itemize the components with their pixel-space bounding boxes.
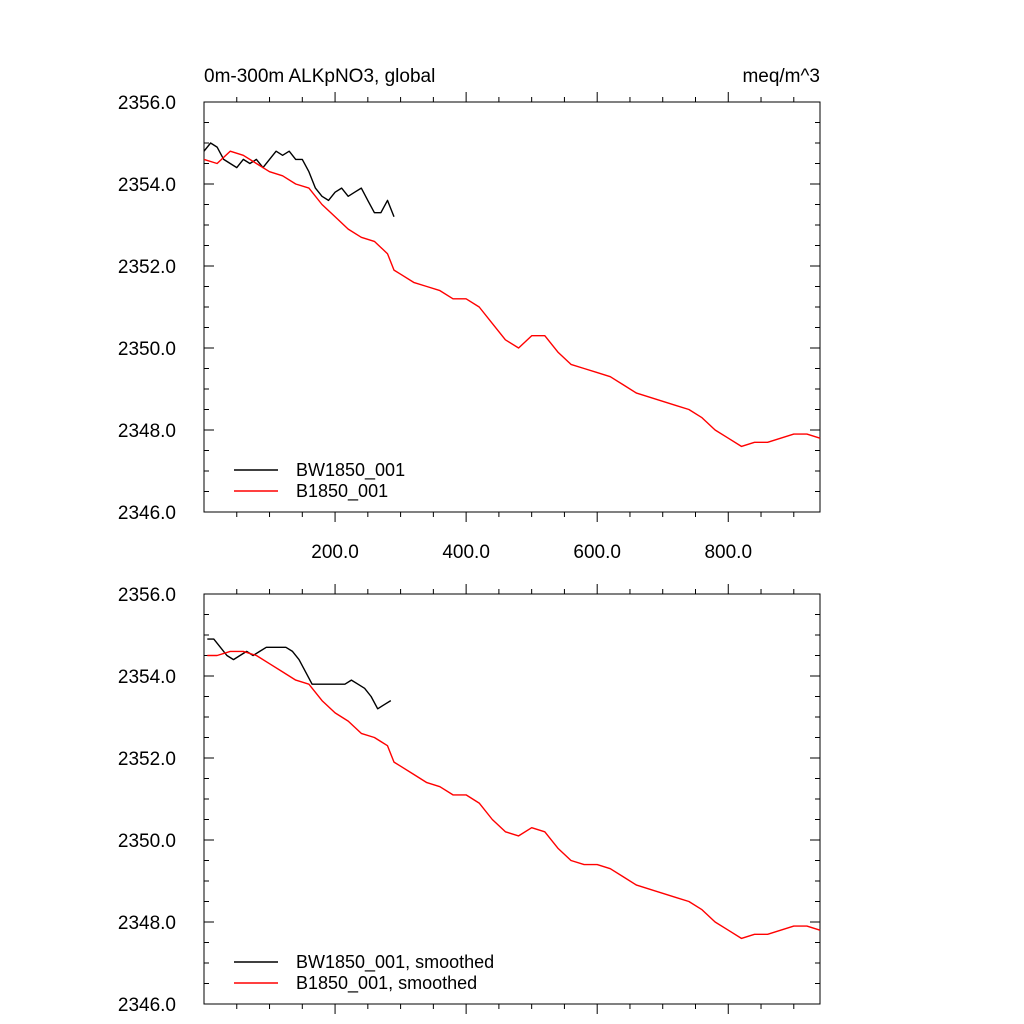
top-panel: 2346.0 2348.0 2350.0 2352.0 2354.0 2356.0 200.… (118, 92, 821, 563)
y-tick-label: 2346.0 (118, 995, 176, 1016)
legend-label: B1850_001, smoothed (296, 973, 477, 994)
x-tick-label: 400.0 (442, 542, 490, 563)
series-line-bw1850 (207, 638, 392, 710)
legend-label: BW1850_001 (296, 460, 405, 481)
y-tick-label: 2350.0 (118, 339, 176, 360)
x-tick-label: 200.0 (311, 542, 359, 563)
y-tick-label: 2356.0 (118, 93, 176, 114)
y-tick-label: 2352.0 (118, 749, 176, 770)
y-tick-label: 2346.0 (118, 503, 176, 524)
bottom-panel: 2346.0 2348.0 2350.0 2352.0 2354.0 2356.0 BW18… (118, 584, 821, 1016)
x-tick-label: 800.0 (704, 542, 752, 563)
plot-frame (203, 101, 821, 513)
legend-label: BW1850_001, smoothed (296, 952, 494, 973)
legend-label: B1850_001 (296, 481, 388, 502)
y-tick-label: 2348.0 (118, 421, 176, 442)
x-tick-label: 600.0 (573, 542, 621, 563)
y-tick-label: 2354.0 (118, 667, 176, 688)
units-label: meq/m^3 (742, 66, 820, 87)
series-line-bw1850 (203, 142, 395, 218)
y-tick-label: 2354.0 (118, 175, 176, 196)
series-line-b1850 (203, 150, 821, 448)
series-line-b1850 (207, 650, 821, 940)
chart-title: 0m-300m ALKpNO3, global (204, 66, 435, 87)
y-tick-label: 2352.0 (118, 257, 176, 278)
y-tick-label: 2350.0 (118, 831, 176, 852)
y-tick-label: 2356.0 (118, 585, 176, 606)
y-tick-label: 2348.0 (118, 913, 176, 934)
